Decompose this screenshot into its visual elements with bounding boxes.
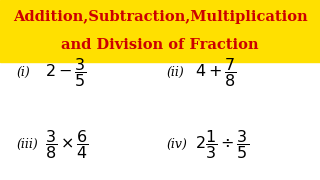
Text: $2\dfrac{1}{3}\div\dfrac{3}{5}$: $2\dfrac{1}{3}\div\dfrac{3}{5}$ — [195, 128, 249, 161]
Text: (i): (i) — [16, 66, 30, 79]
Text: Addition,Subtraction,Multiplication: Addition,Subtraction,Multiplication — [13, 10, 307, 24]
Text: $4+\dfrac{7}{8}$: $4+\dfrac{7}{8}$ — [195, 56, 237, 89]
Text: (iii): (iii) — [16, 138, 38, 151]
Text: $2-\dfrac{3}{5}$: $2-\dfrac{3}{5}$ — [45, 56, 87, 89]
Text: (ii): (ii) — [166, 66, 184, 79]
Text: (iv): (iv) — [166, 138, 187, 151]
Text: and Division of Fraction: and Division of Fraction — [61, 38, 259, 52]
FancyBboxPatch shape — [0, 0, 320, 62]
Text: $\dfrac{3}{8}\times\dfrac{6}{4}$: $\dfrac{3}{8}\times\dfrac{6}{4}$ — [45, 128, 89, 161]
